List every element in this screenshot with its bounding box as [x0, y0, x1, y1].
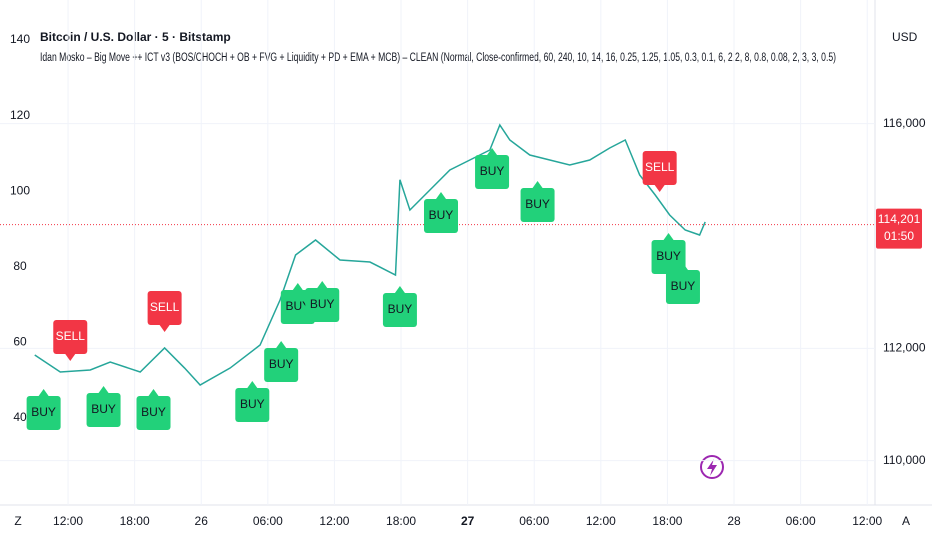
signal-label: BUY [665, 263, 700, 305]
signal-label: BUY [305, 281, 340, 322]
timezone-button[interactable]: Z [14, 514, 21, 528]
x-tick-label: 06:00 [519, 514, 549, 528]
signal-text: BUY [310, 297, 335, 311]
signal-label: BUY [26, 388, 61, 430]
signal-pointer [148, 388, 159, 396]
signal-box [26, 395, 61, 430]
signal-label: SELL [147, 290, 182, 332]
x-tick-label: 18:00 [652, 514, 682, 528]
currency-label[interactable]: USD [892, 30, 918, 44]
price-line [34, 123, 706, 386]
x-tick-label: 18:00 [120, 514, 150, 528]
x-tick-label: 06:00 [253, 514, 283, 528]
signal-pointer [394, 286, 405, 293]
signal-pointer [276, 341, 287, 348]
signal-pointer [38, 388, 49, 396]
signal-box [423, 199, 458, 234]
current-price-label: 114,201 [878, 212, 921, 226]
signal-pointer [654, 184, 665, 192]
left-tick-label: 120 [10, 108, 30, 122]
signal-box [53, 320, 88, 355]
signal-box [382, 293, 417, 327]
signal-pointer [487, 148, 498, 156]
signal-box [136, 395, 171, 430]
signal-box [642, 150, 677, 185]
icon-bolt [707, 459, 717, 476]
signal-pointer [292, 283, 303, 291]
signal-pointer [65, 354, 76, 362]
signal-box [235, 388, 270, 422]
signal-label: BUY [136, 388, 171, 430]
x-tick-label: 12:00 [586, 514, 616, 528]
y-tick-label: 116,000 [883, 116, 926, 130]
signal-label: SELL [642, 150, 677, 192]
signal-pointer [98, 386, 109, 393]
x-tick-label: 26 [195, 514, 209, 528]
x-tick-label: 12:00 [53, 514, 83, 528]
signal-pointer [247, 381, 258, 388]
signal-text: BUY [525, 197, 550, 211]
x-tick-label: 28 [727, 514, 741, 528]
signal-text: BUY [91, 402, 116, 416]
signal-text: BUY [388, 302, 413, 316]
left-tick-label: 140 [10, 32, 30, 46]
signal-box [665, 270, 700, 305]
auto-scale-button[interactable]: A [902, 514, 910, 528]
signal-box [475, 155, 510, 190]
x-tick-label: 18:00 [386, 514, 416, 528]
left-tick-label: 40 [13, 410, 27, 424]
icon-ring [700, 455, 724, 479]
assistant-icon[interactable] [700, 455, 724, 479]
signal-text: BUY [671, 279, 696, 293]
signal-label: SELL [53, 320, 88, 362]
x-tick-label: 12:00 [852, 514, 882, 528]
signal-text: BUY [269, 357, 294, 371]
signal-text: BUY [31, 405, 56, 419]
countdown-label: 01:50 [884, 229, 914, 243]
x-tick-label: 12:00 [319, 514, 349, 528]
signal-box [86, 393, 121, 427]
signal-text: SELL [150, 300, 180, 314]
x-tick-label: 06:00 [786, 514, 816, 528]
signal-text: BUY [240, 397, 265, 411]
signal-text: SELL [645, 160, 675, 174]
y-tick-label: 110,000 [883, 453, 926, 467]
signal-label: BUY [235, 381, 270, 422]
signal-pointer [159, 324, 170, 332]
signal-text: BUY [480, 164, 505, 178]
signal-label: BUY [475, 148, 510, 190]
signal-pointer [677, 263, 688, 271]
signal-box [651, 240, 686, 275]
signal-pointer [317, 281, 328, 288]
signal-box [520, 188, 555, 222]
y-tick-label: 112,000 [883, 340, 926, 354]
signal-label: BUY [651, 233, 686, 275]
left-tick-label: 60 [13, 335, 27, 349]
chart-title: Bitcoin / U.S. Dollar · 5 · Bitstamp [40, 30, 231, 44]
signal-label: BUY [520, 181, 555, 222]
signal-label: BUY [423, 192, 458, 234]
signal-text: BUY [141, 405, 166, 419]
left-tick-label: 100 [10, 183, 30, 197]
left-tick-label: 80 [13, 259, 27, 273]
signal-box [264, 348, 299, 382]
signal-pointer [663, 233, 674, 241]
current-price-tag [876, 208, 922, 249]
signal-label: BUY [86, 386, 121, 427]
signal-text: BUY [656, 249, 681, 263]
signal-pointer [435, 192, 446, 200]
signal-text: BUY [285, 299, 310, 313]
signal-pointer [532, 181, 543, 188]
signal-text: BUY [429, 208, 454, 222]
signal-text: SELL [56, 329, 86, 343]
signal-box [147, 290, 182, 325]
signal-label: BUY [382, 286, 417, 327]
x-tick-label: 27 [461, 514, 475, 528]
indicator-legend: Idan Mosko – Big Move ++ ICT v3 (BOS/CHO… [40, 52, 836, 64]
signal-box [305, 288, 340, 322]
signal-label: BUY [264, 341, 299, 382]
